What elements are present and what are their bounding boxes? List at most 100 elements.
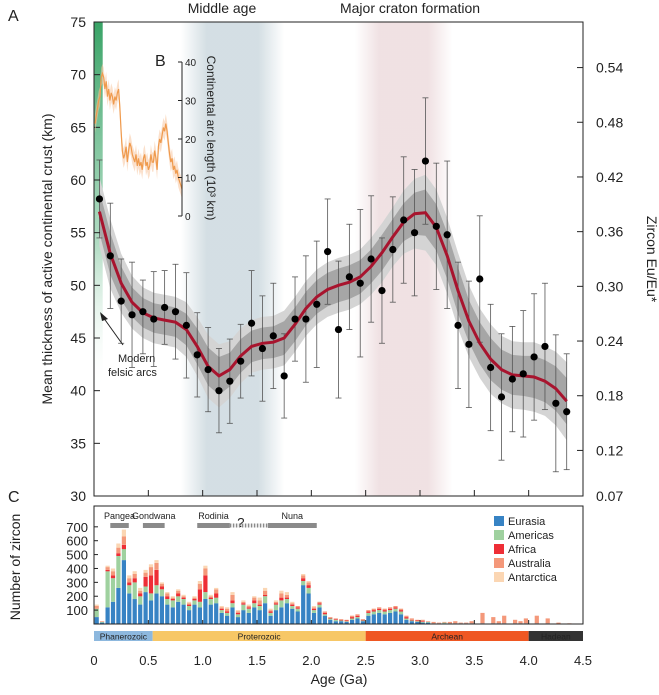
bar-segment-australia — [170, 597, 175, 599]
panel-label-c: C — [8, 489, 20, 506]
inset-y-tick-label: 0 — [185, 212, 191, 223]
data-point — [334, 325, 343, 334]
bar-segment-americas — [306, 587, 311, 594]
stacked-bar — [143, 569, 148, 624]
bar-segment-americas — [235, 614, 241, 618]
stacked-bar — [208, 594, 213, 624]
bar-segment-australia — [534, 615, 539, 624]
bar-segment-africa — [197, 589, 202, 602]
bar-segment-antarctica — [132, 571, 137, 574]
bar-segment-eurasia — [306, 593, 311, 624]
bar-segment-americas — [290, 606, 295, 609]
stacked-bar — [556, 622, 561, 624]
y-tick-label-right: 0.12 — [596, 442, 623, 458]
stacked-bar — [295, 606, 300, 624]
bar-segment-africa — [105, 569, 110, 572]
bar-segment-eurasia — [263, 603, 268, 624]
bar-segment-americas — [241, 604, 246, 611]
stacked-bar — [290, 601, 295, 624]
bar-segment-antarctica — [110, 568, 116, 572]
eon-label: Hadean — [541, 632, 571, 642]
data-point — [563, 408, 571, 416]
bar-segment-africa — [290, 604, 295, 606]
bar-segment-americas — [246, 608, 251, 613]
bar-segment-eurasia — [246, 612, 251, 624]
bar-segment-eurasia — [192, 604, 197, 624]
bar-segment-australia — [306, 582, 311, 586]
bar-segment-australia — [197, 583, 202, 590]
legend-label-eurasia: Eurasia — [508, 516, 546, 528]
y-tick-label-right: 0.24 — [596, 333, 623, 349]
bar-segment-australia — [371, 608, 376, 611]
bar-segment-americas — [404, 618, 409, 620]
bar-segment-africa — [159, 586, 164, 590]
data-point — [280, 372, 288, 380]
bar-segment-eurasia — [311, 612, 317, 624]
bar-segment-eurasia — [252, 607, 257, 624]
bar-segment-americas — [94, 608, 99, 617]
bar-segment-antarctica — [138, 587, 143, 591]
bar-segment-australia — [284, 594, 289, 598]
stacked-bar — [393, 606, 398, 624]
bar-segment-australia — [263, 590, 268, 595]
inset-y-tick-label: 30 — [185, 97, 197, 108]
bar-segment-eurasia — [159, 596, 164, 624]
stacked-bar — [513, 619, 518, 624]
bar-segment-africa — [284, 597, 289, 599]
data-point — [345, 273, 353, 281]
bar-segment-australia — [138, 590, 143, 594]
bar-segment-americas — [105, 571, 110, 608]
bar-segment-africa — [219, 608, 224, 611]
bar-segment-australia — [518, 621, 523, 624]
bar-segment-eurasia — [317, 607, 322, 624]
data-point — [530, 353, 538, 361]
stacked-bar — [132, 571, 137, 624]
plot-frame-a — [93, 21, 584, 497]
bar-segment-australia — [366, 610, 371, 612]
bar-segment-antarctica — [235, 610, 241, 612]
data-point — [226, 377, 234, 385]
bar-segment-antarctica — [154, 560, 159, 563]
x-tick-label: 1.0 — [194, 653, 212, 668]
bar-segment-australia — [132, 574, 137, 579]
stacked-bar — [404, 615, 409, 624]
stacked-bar — [306, 581, 311, 624]
bar-segment-americas — [311, 610, 317, 613]
bar-segment-africa — [214, 593, 219, 598]
unknown-interval-label: ? — [237, 515, 244, 530]
stacked-bar — [192, 596, 197, 624]
bar-segment-antarctica — [181, 594, 186, 597]
data-point — [161, 303, 169, 312]
bar-segment-eurasia — [116, 587, 121, 624]
stacked-bar — [350, 615, 355, 624]
bar-segment-eurasia — [290, 608, 295, 624]
bar-segment-americas — [388, 610, 393, 613]
data-point — [313, 300, 321, 308]
bar-segment-africa — [377, 608, 382, 611]
bar-segment-eurasia — [377, 612, 382, 624]
stacked-bar — [241, 600, 246, 624]
y-tick-label-right: 0.54 — [596, 60, 623, 76]
data-point — [247, 319, 256, 327]
bar-segment-americas — [165, 599, 170, 605]
bar-segment-australia — [328, 617, 333, 618]
stacked-bar — [225, 607, 230, 624]
bar-segment-australia — [458, 622, 463, 624]
inset-y-tick-label: 20 — [185, 135, 197, 146]
bar-segment-eurasia — [388, 612, 393, 624]
bar-segment-americas — [301, 581, 306, 586]
stacked-bar — [355, 614, 360, 624]
bar-segment-americas — [344, 621, 349, 622]
bar-segment-australia — [415, 619, 420, 621]
bar-segment-australia — [143, 572, 148, 577]
bar-segment-australia — [192, 597, 197, 599]
data-points — [95, 157, 571, 416]
bar-segment-africa — [301, 578, 306, 581]
stacked-bar — [311, 606, 317, 624]
bar-segment-antarctica — [284, 592, 289, 595]
bar-segment-americas — [257, 606, 262, 611]
data-point — [182, 321, 190, 329]
eon-label: Proterozoic — [238, 632, 282, 642]
bar-segment-australia — [404, 615, 409, 618]
